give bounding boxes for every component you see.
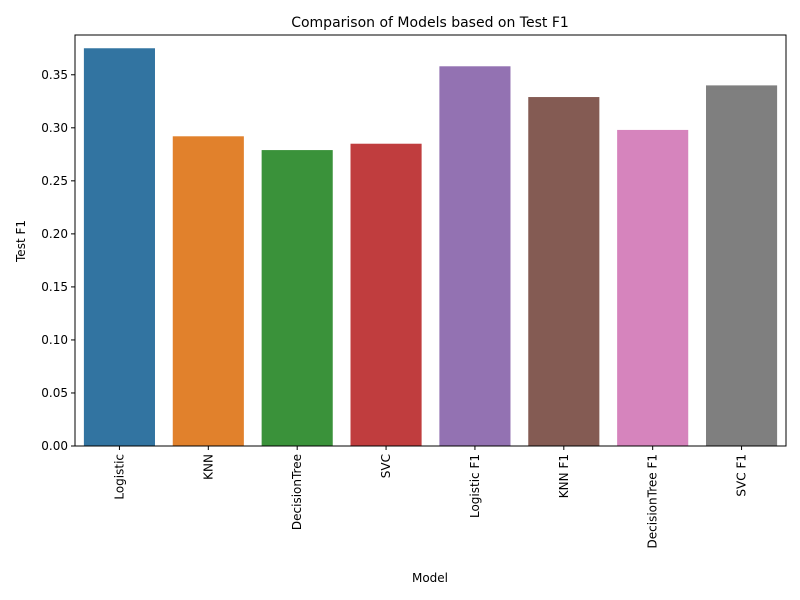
x-axis-label: Model (412, 571, 448, 585)
bar-knn-f1 (528, 97, 600, 447)
x-tick-label: SVC (379, 454, 393, 478)
y-tick-label: 0.05 (41, 386, 68, 400)
y-tick-label: 0.00 (41, 439, 68, 453)
y-axis-label: Test F1 (14, 220, 28, 263)
bar-decisiontree (261, 150, 333, 446)
plot-frame (74, 34, 787, 447)
x-tick-label: DecisionTree (290, 454, 304, 530)
chart-title: Comparison of Models based on Test F1 (291, 15, 569, 31)
x-axis: Logistic KNN DecisionTree SVC Logistic F1 KNN… (112, 446, 749, 548)
bar-decisiontree-f1 (617, 129, 689, 446)
bar-svc-f1 (706, 85, 778, 446)
y-tick-label: 0.35 (41, 68, 68, 82)
bar-logistic-f1 (439, 66, 511, 446)
y-axis: 0.00 0.05 0.10 0.15 0.20 0.25 0.30 0.35 (41, 68, 75, 453)
y-tick-label: 0.30 (41, 121, 68, 135)
x-tick-label: SVC F1 (735, 454, 749, 497)
x-tick-label: DecisionTree F1 (646, 454, 660, 548)
y-tick-label: 0.10 (41, 333, 68, 347)
y-tick-label: 0.20 (41, 227, 68, 241)
y-tick-label: 0.15 (41, 280, 68, 294)
x-tick-label: KNN F1 (557, 454, 571, 498)
bar-logistic (83, 48, 155, 447)
x-tick-label: Logistic (112, 454, 126, 500)
bar-svc (350, 143, 422, 446)
bar-knn (172, 136, 244, 446)
y-tick-label: 0.25 (41, 174, 68, 188)
x-tick-label: Logistic F1 (468, 454, 482, 518)
bars-group (83, 48, 778, 447)
x-tick-label: KNN (201, 454, 215, 480)
